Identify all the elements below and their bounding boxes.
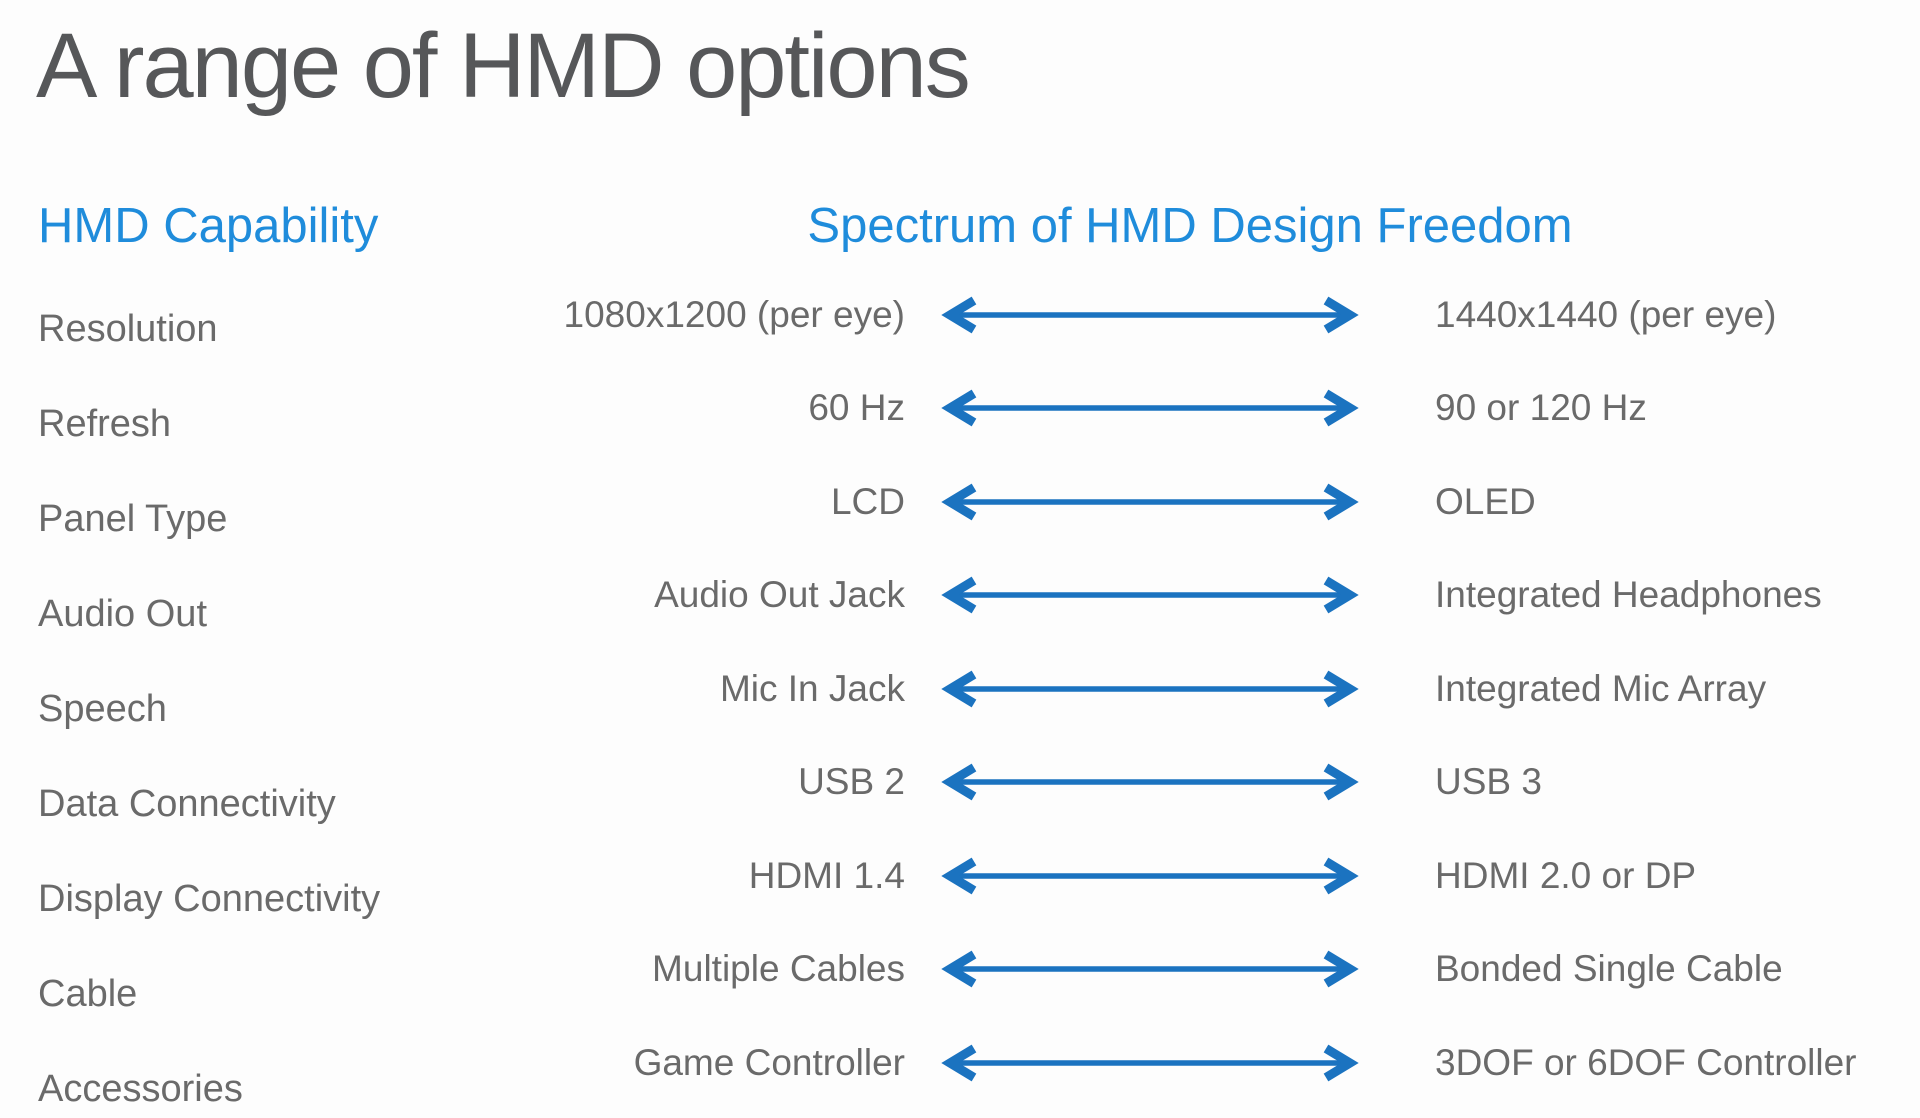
spectrum-max-value: HDMI 2.0 or DP (1435, 854, 1697, 896)
spectrum-row: HDMI 1.4 HDMI 2.0 or DP (430, 829, 1865, 923)
capability-item: Refresh (38, 403, 172, 445)
spectrum-row: Audio Out Jack Integrated Headphones (430, 549, 1865, 643)
spectrum-rows: 1080x1200 (per eye) 1440x1440 (per eye) … (430, 268, 1865, 1110)
spectrum-max-value: OLED (1435, 480, 1536, 522)
spectrum-max-value: Integrated Mic Array (1435, 667, 1767, 709)
spectrum-row: Game Controller 3DOF or 6DOF Controller (430, 1016, 1865, 1110)
capability-item: Speech (38, 688, 167, 730)
double-arrow-icon (905, 573, 1395, 617)
spectrum-min-value: 60 Hz (808, 387, 905, 429)
spectrum-row: 60 Hz 90 or 120 Hz (430, 362, 1865, 456)
double-arrow-icon (905, 667, 1395, 711)
spectrum-min-value: Audio Out Jack (654, 574, 905, 616)
spectrum-min-value: Mic In Jack (719, 667, 905, 709)
spectrum-min-value: Multiple Cables (652, 948, 905, 990)
capability-item: Cable (38, 973, 138, 1015)
spectrum-row: 1080x1200 (per eye) 1440x1440 (per eye) (430, 268, 1865, 362)
double-arrow-icon (905, 947, 1395, 991)
spectrum-row: LCD OLED (430, 455, 1865, 549)
double-arrow-icon (905, 480, 1395, 524)
spectrum-max-value: USB 3 (1435, 761, 1542, 803)
capability-item: Resolution (38, 308, 218, 350)
capability-header: HMD Capability (38, 199, 379, 253)
double-arrow-icon (905, 1041, 1395, 1085)
spectrum-min-value: 1080x1200 (per eye) (563, 293, 905, 335)
spectrum-row: USB 2 USB 3 (430, 736, 1865, 830)
double-arrow-icon (905, 293, 1395, 337)
spectrum-max-value: Integrated Headphones (1435, 574, 1822, 616)
spectrum-header: Spectrum of HMD Design Freedom (807, 199, 1573, 253)
capability-item: Accessories (38, 1068, 243, 1110)
spectrum-max-value: 1440x1440 (per eye) (1435, 293, 1777, 335)
slide-title: A range of HMD options (36, 15, 971, 117)
spectrum-row: Multiple Cables Bonded Single Cable (430, 923, 1865, 1017)
spectrum-max-value: 3DOF or 6DOF Controller (1435, 1041, 1857, 1083)
capability-item: Display Connectivity (38, 878, 381, 920)
spectrum-row: Mic In Jack Integrated Mic Array (430, 642, 1865, 736)
double-arrow-icon (905, 854, 1395, 898)
capability-list: Resolution Refresh Panel Type Audio Out … (38, 282, 380, 1118)
spectrum-min-value: LCD (830, 480, 905, 522)
capability-item: Data Connectivity (38, 783, 336, 825)
spectrum-min-value: HDMI 1.4 (748, 854, 905, 896)
capability-item: Panel Type (38, 498, 228, 540)
capability-item: Audio Out (38, 593, 207, 635)
spectrum-max-value: 90 or 120 Hz (1435, 387, 1647, 429)
spectrum-min-value: USB 2 (798, 761, 905, 803)
double-arrow-icon (905, 760, 1395, 804)
double-arrow-icon (905, 386, 1395, 430)
spectrum-max-value: Bonded Single Cable (1435, 948, 1783, 990)
spectrum-min-value: Game Controller (633, 1041, 905, 1083)
